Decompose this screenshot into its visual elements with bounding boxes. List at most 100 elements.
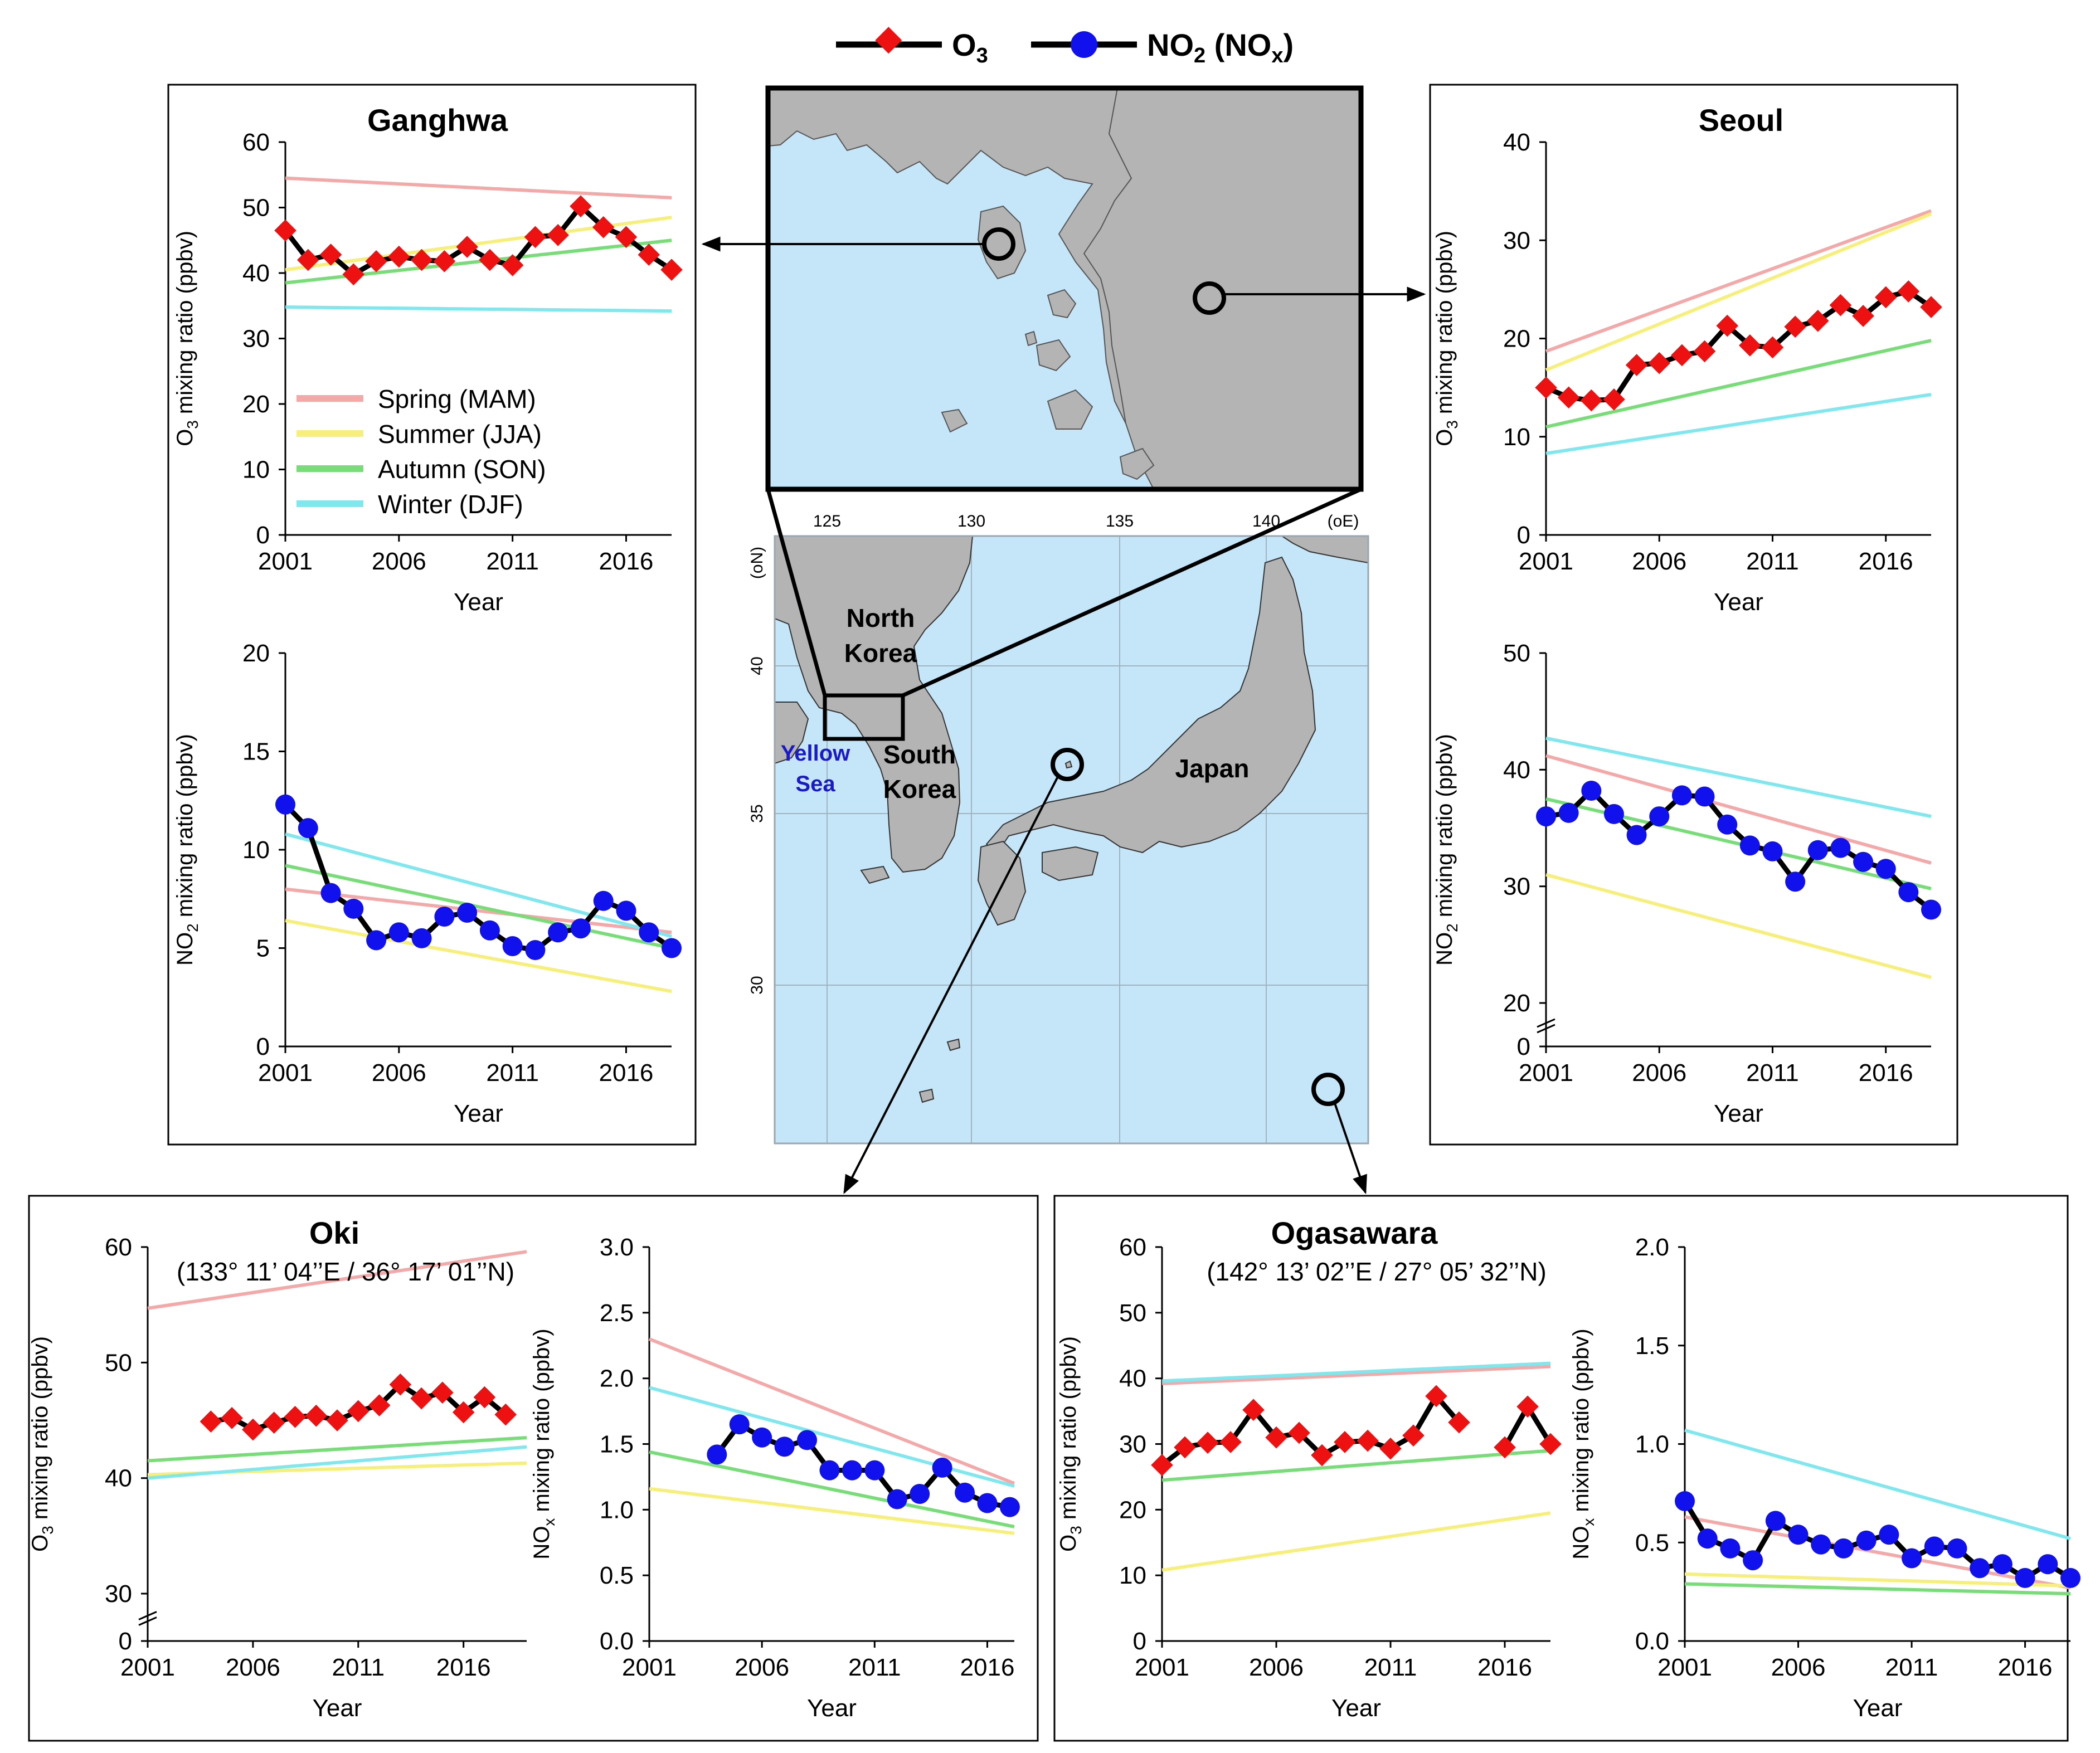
lat-unit: (oN) (748, 547, 766, 579)
seoul-panel (1429, 84, 1958, 1146)
data-point (1739, 334, 1761, 357)
y-axis-label: NO2 mixing ratio (ppbv) (173, 734, 201, 966)
y-tick-label: 40 (242, 260, 270, 287)
ogasawara-location-marker[interactable] (1311, 1073, 1345, 1106)
x-axis-label: Year (1714, 1100, 1763, 1127)
data-point (548, 922, 568, 943)
y-tick-label: 2.0 (600, 1365, 634, 1392)
data-point (1902, 1548, 1922, 1569)
data-point (388, 922, 409, 943)
data-point (662, 938, 682, 958)
y-tick-label: 0.0 (600, 1628, 634, 1655)
data-point (593, 890, 614, 911)
trend-line-winter (147, 1445, 527, 1480)
data-point (298, 818, 318, 839)
land-jeju (860, 865, 890, 884)
x-tick-label: 2016 (1859, 1059, 1913, 1087)
data-point (368, 1394, 391, 1416)
yellow-sea-label: Yellow (781, 741, 850, 766)
data-point (320, 883, 341, 903)
data-point (1558, 802, 1579, 823)
axis-break-mark (1537, 1018, 1555, 1028)
data-point (977, 1493, 998, 1513)
data-point (1448, 1411, 1470, 1434)
data-point (1625, 354, 1648, 376)
ogasawara_o3-chart: 0 10 20 30 40 50 60 2001 2006 2011 2016 Year O3 mixi… (1056, 1234, 1562, 1722)
data-point (2015, 1567, 2035, 1588)
legend-label-summer: Summer (JJA) (378, 420, 542, 449)
y-tick-label: 10 (1119, 1562, 1146, 1589)
detail-map-frame (765, 85, 1364, 492)
trend-line-spring (1684, 1515, 2071, 1590)
detail-map-island-1 (1047, 289, 1077, 319)
y-tick-label: 0.5 (600, 1562, 634, 1589)
data-point (1357, 1429, 1379, 1452)
x-tick-label: 2001 (1519, 548, 1573, 575)
trend-line-summer (285, 919, 672, 994)
ogasawara-title: Ogasawara (1271, 1215, 1438, 1250)
y-axis-label: O3 mixing ratio (ppbv) (28, 1336, 56, 1552)
data-point (342, 263, 365, 286)
trend-line-autumn (1684, 1582, 2071, 1596)
seoul-location-marker[interactable] (1193, 281, 1226, 315)
data-point (479, 249, 501, 271)
x-tick-label: 2016 (960, 1654, 1015, 1681)
x-axis-label: Year (1853, 1694, 1903, 1722)
trend-line-autumn (285, 864, 672, 950)
y-axis-label: NOx mixing ratio (ppbv) (529, 1328, 558, 1559)
data-point (479, 920, 500, 941)
data-point (1649, 806, 1670, 827)
x-tick-label: 2006 (1632, 548, 1686, 575)
data-point (305, 1404, 328, 1427)
y-tick-label: 30 (1503, 873, 1530, 900)
trend-line-winter (649, 1386, 1015, 1488)
y-tick-label: 20 (1503, 325, 1530, 353)
region-map: 125 130 135 140 (oE) (oN) 40 35 30 North… (748, 487, 1369, 1145)
y-tick-label: 30 (242, 325, 270, 353)
season-legend: Spring (MAM) Summer (JJA) Autumn (SON) W… (296, 384, 546, 519)
data-point (1671, 344, 1693, 367)
x-tick-label: 2006 (372, 548, 426, 575)
x-tick-label: 2006 (735, 1654, 789, 1681)
y-tick-label: 50 (1119, 1299, 1146, 1327)
y-axis-label: O3 mixing ratio (ppbv) (173, 231, 201, 446)
x-tick-label: 2016 (599, 548, 654, 575)
zoom-box (823, 693, 905, 741)
y-tick-label: 30 (1119, 1431, 1146, 1458)
y-tick-label: 0 (1133, 1628, 1146, 1655)
data-point (343, 898, 364, 919)
detail-map-island-5 (1024, 330, 1038, 347)
x-tick-label: 2016 (1859, 548, 1913, 575)
x-tick-label: 2011 (848, 1654, 901, 1681)
data-point (433, 250, 456, 272)
trend-line-autumn (1545, 339, 1932, 429)
ogasawara_nox-chart: 0.0 0.5 1.0 1.5 2.0 2001 2006 2011 2016 Year NOx m… (1569, 1234, 2080, 1722)
data-point (434, 907, 455, 927)
data-point (1671, 785, 1692, 806)
y-tick-label: 10 (1503, 423, 1530, 451)
data-point (1921, 899, 1941, 920)
trend-line-autumn (1545, 797, 1932, 890)
oki_o3-chart: 0 30 40 50 60 2001 2006 2011 2016 Year O3 mixing r… (28, 1234, 527, 1722)
data-point (501, 254, 524, 276)
y-tick-label: 50 (242, 194, 270, 222)
y-tick-label: 50 (105, 1349, 132, 1376)
y-tick-label: 0 (1517, 1033, 1530, 1060)
data-point (431, 1381, 454, 1404)
y-tick-label: 10 (242, 456, 270, 484)
data-point (457, 902, 478, 923)
y-tick-label: 20 (1503, 990, 1530, 1017)
legend-label-winter: Winter (DJF) (378, 490, 523, 519)
region-map-frame (774, 535, 1369, 1145)
x-tick-label: 2001 (622, 1654, 677, 1681)
data-point (639, 922, 659, 943)
oki-location-marker[interactable] (1051, 748, 1084, 781)
data-point (221, 1407, 243, 1429)
y-tick-label: 0.0 (1635, 1628, 1669, 1655)
y-tick-label: 0 (256, 522, 270, 549)
data-point (2060, 1567, 2080, 1588)
data-point (729, 1414, 750, 1435)
x-axis-label: Year (807, 1694, 857, 1722)
x-tick-label: 2006 (1771, 1654, 1826, 1681)
data-point (389, 1373, 412, 1396)
